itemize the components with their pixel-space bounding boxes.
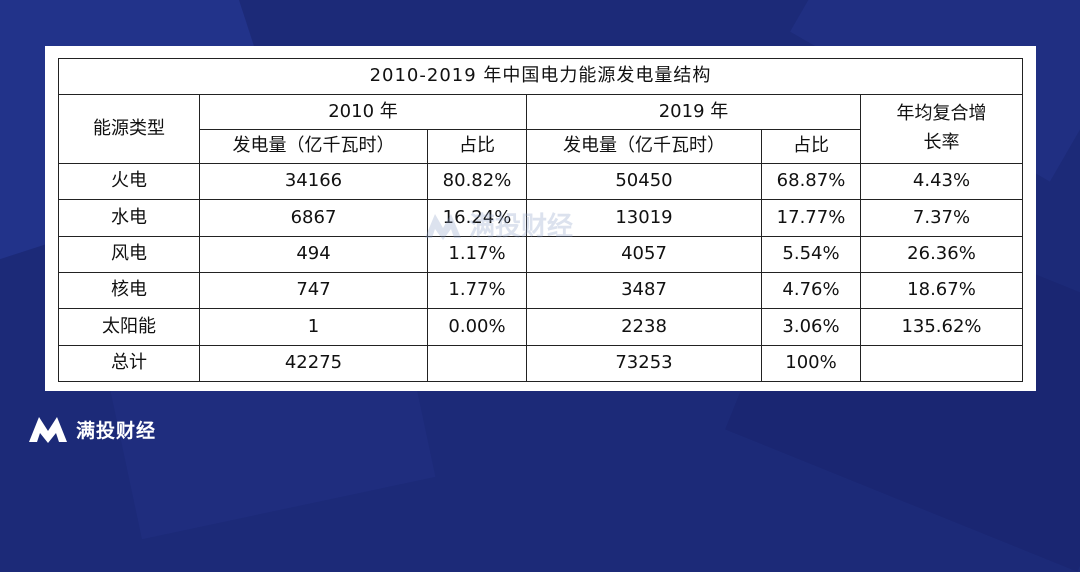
cell-cagr: 4.43%: [860, 162, 1023, 201]
cell-gen-2019: 13019: [526, 199, 762, 237]
table-row: 风电 494 1.17% 4057 5.54% 26.36%: [58, 235, 1023, 273]
cell-share-2010: 0.00%: [427, 308, 527, 346]
cell-share-2019: 68.87%: [761, 162, 861, 201]
brand-name: 满投财经: [76, 419, 157, 442]
cell-type: 太阳能: [58, 308, 200, 346]
cell-type: 火电: [58, 162, 200, 201]
cell-type: 风电: [58, 235, 200, 273]
cell-gen-2010: 6867: [199, 199, 428, 237]
header-share-2010: 占比: [427, 128, 527, 164]
cell-gen-2019: 50450: [526, 162, 762, 201]
cell-gen-2010: 34166: [199, 162, 428, 201]
header-cagr-line1: 年均复合增: [896, 103, 987, 125]
cell-cagr: 26.36%: [860, 235, 1023, 273]
cell-share-2010: 1.77%: [427, 271, 527, 310]
cell-share-2019: 3.06%: [761, 308, 861, 346]
table-row-total: 总计 42275 73253 100%: [58, 344, 1023, 383]
header-generation-2010: 发电量（亿千瓦时）: [199, 128, 428, 164]
cell-gen-2019: 2238: [526, 308, 762, 346]
header-cagr: 年均复合增 长率: [860, 94, 1023, 164]
table-row: 火电 34166 80.82% 50450 68.87% 4.43%: [58, 162, 1023, 201]
table-row: 水电 6867 16.24% 13019 17.77% 7.37%: [58, 199, 1023, 237]
header-year-2019: 2019 年: [526, 94, 861, 130]
m-logo-icon: [29, 417, 67, 443]
header-year-2010: 2010 年: [199, 94, 527, 130]
cell-gen-2010: 42275: [199, 344, 428, 383]
cell-share-2010: 1.17%: [427, 235, 527, 273]
header-generation-2019: 发电量（亿千瓦时）: [526, 128, 762, 164]
cell-gen-2019: 4057: [526, 235, 762, 273]
cell-gen-2010: 1: [199, 308, 428, 346]
brand: 满投财经: [28, 415, 156, 443]
cell-share-2019: 4.76%: [761, 271, 861, 310]
cell-share-2010: [427, 344, 527, 383]
cell-type: 核电: [58, 271, 200, 310]
table-panel: 2010-2019 年中国电力能源发电量结构 能源类型 2010 年 2019 …: [45, 46, 1036, 391]
cell-type: 总计: [58, 344, 200, 383]
header-share-2019: 占比: [761, 128, 861, 164]
cell-cagr: 7.37%: [860, 199, 1023, 237]
table-row: 核电 747 1.77% 3487 4.76% 18.67%: [58, 271, 1023, 310]
cell-cagr: [860, 344, 1023, 383]
cell-share-2010: 16.24%: [427, 199, 527, 237]
cell-share-2019: 100%: [761, 344, 861, 383]
cell-share-2019: 5.54%: [761, 235, 861, 273]
cell-share-2010: 80.82%: [427, 162, 527, 201]
cell-cagr: 135.62%: [860, 308, 1023, 346]
cell-gen-2019: 3487: [526, 271, 762, 310]
cell-share-2019: 17.77%: [761, 199, 861, 237]
cell-gen-2019: 73253: [526, 344, 762, 383]
header-energy-type: 能源类型: [58, 94, 200, 164]
table-caption: 2010-2019 年中国电力能源发电量结构: [58, 57, 1023, 96]
header-cagr-line2: 长率: [923, 132, 960, 154]
cell-type: 水电: [58, 199, 200, 237]
cell-gen-2010: 494: [199, 235, 428, 273]
cell-cagr: 18.67%: [860, 271, 1023, 310]
power-generation-table: 2010-2019 年中国电力能源发电量结构 能源类型 2010 年 2019 …: [58, 57, 1023, 383]
table-row: 太阳能 1 0.00% 2238 3.06% 135.62%: [58, 308, 1023, 346]
cell-gen-2010: 747: [199, 271, 428, 310]
